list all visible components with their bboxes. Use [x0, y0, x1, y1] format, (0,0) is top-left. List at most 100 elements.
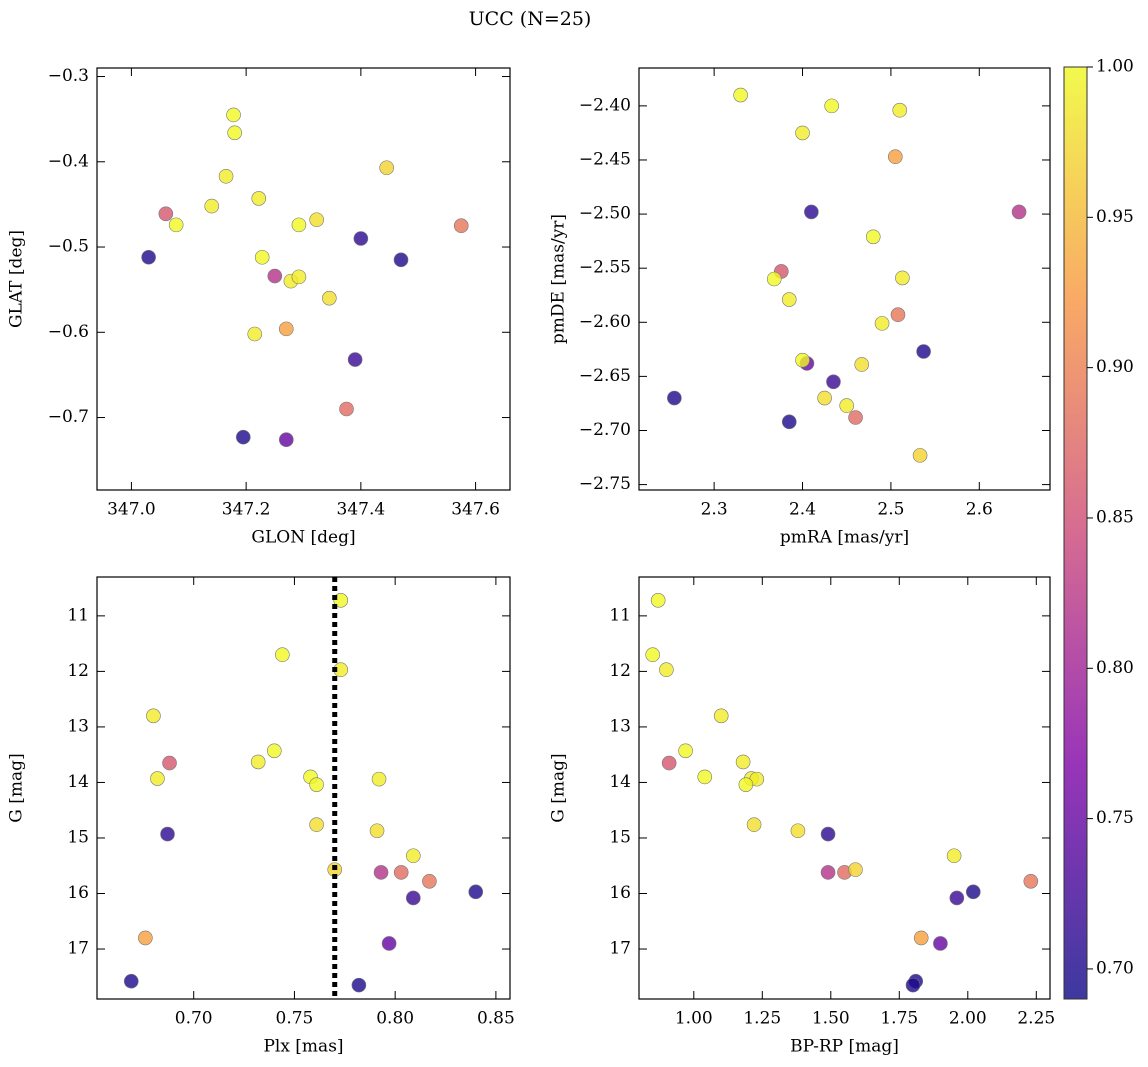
x-axis-label: GLON [deg]	[251, 528, 355, 548]
point	[291, 269, 307, 285]
point	[890, 307, 906, 323]
point	[291, 217, 307, 233]
point	[820, 826, 836, 842]
y-axis-label: GLAT [deg]	[7, 230, 27, 328]
y-axis-label: G [mag]	[7, 753, 27, 822]
point	[795, 125, 810, 141]
point	[824, 98, 839, 114]
y-tick-label: 11	[609, 605, 631, 625]
point	[848, 862, 863, 877]
point	[278, 321, 294, 337]
point	[141, 249, 156, 265]
point	[804, 204, 819, 220]
x-tick-label: 0.70	[175, 1009, 213, 1029]
point	[667, 390, 682, 406]
point	[251, 191, 267, 206]
point	[659, 662, 674, 678]
y-tick-label: −2.55	[579, 258, 631, 278]
y-tick-label: 13	[609, 716, 631, 736]
y-tick-label: 17	[67, 939, 89, 959]
point	[888, 149, 903, 165]
y-tick-label: −2.75	[579, 474, 631, 494]
y-tick-label: −0.7	[48, 407, 89, 427]
point	[817, 390, 832, 406]
point	[158, 206, 174, 222]
y-tick-label: −2.45	[579, 149, 631, 169]
point	[453, 218, 469, 234]
point	[713, 708, 729, 724]
point	[892, 102, 908, 118]
x-tick-label: 2.4	[789, 500, 816, 520]
x-tick-label: 0.80	[376, 1009, 414, 1029]
point	[781, 414, 797, 430]
point	[735, 754, 751, 770]
point	[160, 826, 175, 842]
point	[146, 708, 161, 724]
point	[746, 817, 762, 832]
x-tick-label: 347.6	[451, 500, 500, 520]
point	[247, 326, 263, 342]
point	[738, 777, 754, 792]
point	[946, 848, 962, 864]
point	[1011, 204, 1027, 220]
x-tick-label: 0.85	[477, 1009, 515, 1029]
point	[650, 593, 666, 608]
point	[916, 344, 931, 359]
point	[854, 357, 870, 372]
axes-frame	[638, 67, 1051, 491]
colorbar-tick-label: 0.90	[1096, 357, 1134, 377]
point	[949, 890, 965, 906]
y-axis-label: pmDE [mas/yr]	[549, 214, 569, 344]
point	[333, 593, 349, 608]
axes-frame	[638, 576, 1051, 1000]
x-axis-label: BP-RP [mag]	[790, 1037, 899, 1057]
x-tick-label: 2.25	[1017, 1009, 1055, 1029]
y-tick-label: 14	[67, 772, 89, 792]
point	[697, 769, 713, 785]
point	[733, 87, 748, 103]
x-tick-label: 1.00	[675, 1009, 713, 1029]
point	[150, 771, 165, 786]
x-tick-label: 1.50	[812, 1009, 850, 1029]
point	[795, 352, 810, 368]
axes-frame	[96, 576, 511, 1000]
point	[235, 429, 251, 445]
point	[874, 316, 890, 331]
point	[309, 777, 324, 792]
y-tick-label: 14	[609, 772, 631, 792]
y-tick-label: 16	[67, 883, 89, 903]
point	[267, 268, 283, 284]
x-axis-label: Plx [mas]	[263, 1037, 343, 1057]
x-tick-label: 1.75	[880, 1009, 918, 1029]
point	[781, 292, 797, 307]
point	[661, 755, 677, 771]
point	[322, 290, 337, 306]
point	[913, 930, 929, 946]
point	[275, 647, 290, 663]
y-tick-label: −2.65	[579, 366, 631, 386]
point	[381, 936, 397, 951]
point	[895, 270, 910, 286]
x-tick-label: 0.75	[276, 1009, 314, 1029]
point	[278, 432, 294, 448]
point	[393, 865, 409, 880]
y-tick-label: −2.40	[579, 95, 631, 115]
x-tick-label: 347.0	[107, 500, 156, 520]
x-tick-label: 347.4	[337, 500, 386, 520]
y-tick-label: −2.60	[579, 312, 631, 332]
y-axis-label: G [mag]	[549, 753, 569, 822]
y-tick-label: 17	[609, 939, 631, 959]
point	[353, 231, 369, 246]
point	[226, 107, 241, 123]
point	[339, 401, 354, 417]
x-axis-label: pmRA [mas/yr]	[780, 528, 909, 548]
point	[379, 160, 394, 176]
point	[162, 755, 177, 771]
point	[371, 771, 387, 787]
point	[1023, 873, 1039, 889]
point	[351, 977, 367, 993]
point	[373, 865, 389, 880]
point	[309, 212, 324, 228]
